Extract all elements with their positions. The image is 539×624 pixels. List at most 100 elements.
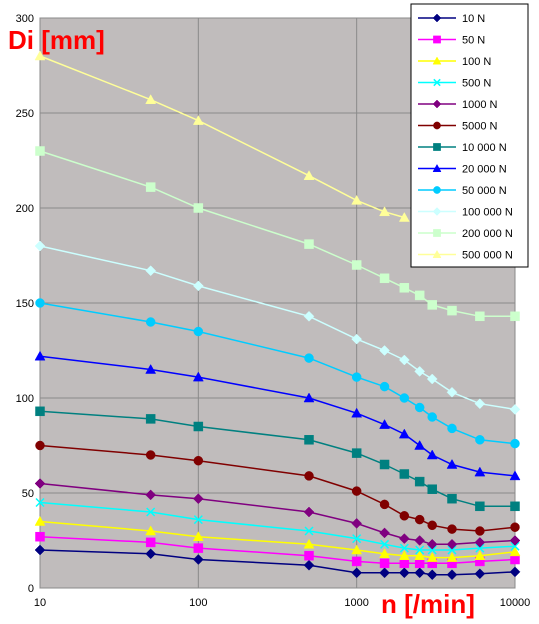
data-point	[193, 421, 204, 432]
legend-swatch-marker	[433, 35, 441, 44]
data-point	[398, 533, 410, 544]
legend-label: 200 000 N	[462, 228, 513, 240]
marker-stroke	[304, 526, 314, 536]
data-point	[145, 94, 157, 104]
data-point	[399, 543, 409, 553]
data-point	[34, 515, 46, 526]
data-point	[398, 211, 410, 222]
legend-label: 50 000 N	[462, 185, 507, 197]
data-point	[379, 558, 390, 569]
data-point	[427, 520, 437, 531]
data-point	[510, 311, 520, 322]
data-point	[414, 402, 425, 413]
y-tick-label: 200	[16, 203, 34, 215]
data-point	[414, 535, 426, 546]
data-point	[427, 412, 437, 422]
data-point	[474, 398, 486, 410]
data-point	[474, 568, 486, 580]
marker-stroke	[380, 539, 390, 549]
data-point	[398, 550, 410, 560]
data-point	[509, 470, 521, 481]
marker-stroke	[352, 534, 362, 544]
data-point	[304, 239, 314, 249]
x-tick-label: 10	[34, 597, 46, 609]
series-10	[35, 146, 520, 322]
data-point	[192, 280, 204, 292]
x-tick-label: 1000	[344, 597, 368, 609]
series-9	[34, 240, 521, 415]
series-line	[39, 245, 516, 411]
data-point	[426, 569, 438, 581]
legend-label: 5000 N	[462, 121, 498, 133]
series-layer	[34, 50, 521, 581]
data-point	[303, 392, 315, 403]
data-point	[446, 458, 458, 469]
legend-swatch-marker	[433, 143, 441, 151]
data-point	[145, 317, 156, 327]
series-6	[35, 406, 520, 512]
legend-swatch-marker	[433, 229, 441, 237]
data-point	[474, 466, 486, 477]
x-tick-label: 100	[189, 597, 207, 609]
data-point	[352, 534, 362, 544]
series-3	[35, 497, 520, 555]
legend-item-11: 500 000 N	[418, 250, 513, 262]
data-point	[303, 506, 315, 518]
data-point	[426, 449, 438, 460]
legend-box	[410, 3, 529, 268]
legend-label: 500 000 N	[462, 250, 513, 262]
data-point	[414, 366, 426, 377]
data-point	[509, 566, 521, 578]
data-point	[351, 407, 363, 418]
legend-item-2: 100 N	[418, 56, 491, 68]
data-point	[509, 404, 521, 415]
data-point	[35, 406, 45, 417]
data-point	[414, 567, 426, 579]
data-point	[475, 543, 485, 553]
y-tick-label: 50	[22, 488, 34, 500]
data-point	[304, 353, 314, 363]
series-line	[39, 520, 516, 559]
legend-item-6: 10 000 N	[418, 142, 507, 154]
data-point	[193, 326, 204, 337]
data-point	[193, 543, 204, 553]
legend-swatch-marker	[433, 121, 441, 130]
data-point	[146, 507, 156, 517]
data-point	[427, 545, 437, 555]
data-point	[447, 545, 457, 555]
data-point	[303, 310, 315, 322]
legend-item-4: 1000 N	[418, 99, 498, 111]
x-axis-ticks: 10 100 1000 10000	[34, 597, 530, 609]
y-tick-label: 250	[16, 108, 34, 120]
series-4	[34, 478, 521, 550]
data-point	[379, 206, 390, 217]
legend-swatch-marker	[432, 249, 442, 258]
data-point	[415, 545, 425, 555]
data-point	[447, 305, 457, 316]
legend-swatch-marker	[432, 99, 442, 109]
legend-item-8: 50 000 N	[418, 185, 507, 197]
legend-swatch-marker	[432, 207, 442, 216]
series-2	[34, 515, 521, 562]
data-point	[34, 50, 46, 61]
data-point	[509, 546, 521, 557]
data-point	[414, 514, 425, 525]
legend-label: 1000 N	[462, 99, 498, 111]
data-point	[510, 438, 520, 449]
data-point	[398, 428, 410, 439]
data-point	[351, 556, 362, 567]
data-point	[192, 554, 204, 565]
data-point	[303, 170, 315, 180]
data-point	[145, 548, 157, 560]
legend-label: 50 N	[462, 35, 485, 47]
data-point	[303, 559, 315, 571]
data-point	[427, 484, 437, 494]
data-point	[446, 386, 458, 398]
marker-stroke	[399, 543, 409, 553]
data-point	[475, 311, 485, 322]
legend-item-1: 50 N	[418, 35, 485, 47]
data-point	[379, 273, 390, 284]
data-point	[447, 524, 457, 534]
data-point	[303, 538, 315, 549]
